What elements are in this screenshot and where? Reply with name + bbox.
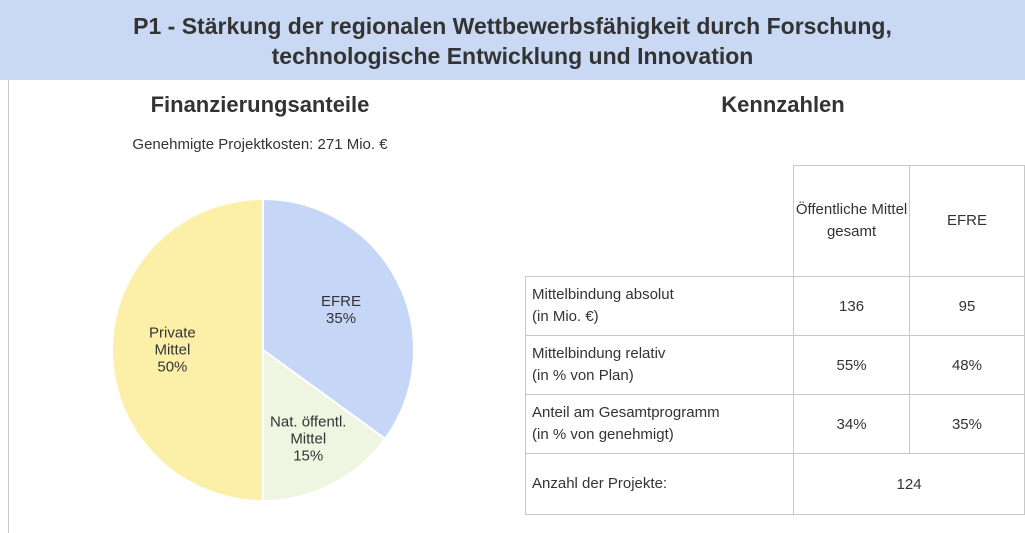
column-header: Öffentliche Mittel gesamt — [793, 165, 910, 277]
chart-title: Finanzierungsanteile — [150, 92, 370, 117]
column-header: EFRE — [908, 165, 1025, 277]
slice-value: 15% — [293, 447, 324, 465]
table-row: Mittelbindung absolut (in Mio. €) 136 95 — [524, 276, 1025, 336]
table-row: Mittelbindung relativ (in % von Plan) 55% 4… — [524, 335, 1025, 395]
slice-label: Private Mittel 50% — [137, 325, 207, 376]
row-label-line: Mittelbindung absolut — [532, 286, 674, 303]
header-title-line: P1 - Stärkung der regionalen Wettbewerbs… — [133, 13, 892, 39]
pie-slice — [111, 197, 264, 503]
slice-name: Nat. öffentl. Mittel — [270, 413, 347, 448]
row-label: Anteil am Gesamtprogramm (in % von genehm… — [524, 394, 795, 454]
row-label-line: (in % von Plan) — [532, 367, 634, 384]
row-label-line: Anteil am Gesamtprogramm — [532, 404, 720, 421]
cell: 34% — [793, 394, 910, 454]
header-title-line: technologische Entwicklung und Innovatio… — [271, 43, 754, 69]
cell: 124 — [793, 453, 1025, 515]
total-row: Anzahl der Projekte: 124 — [524, 453, 1025, 515]
row-label: Mittelbindung relativ (in % von Plan) — [524, 335, 795, 395]
chart-subtitle: Genehmigte Projektkosten: 271 Mio. € — [132, 136, 388, 153]
row-label-line: (in Mio. €) — [532, 308, 599, 325]
slice-label: EFRE 35% — [311, 293, 371, 327]
row-label: Mittelbindung absolut (in Mio. €) — [524, 276, 795, 336]
slice-value: 35% — [326, 310, 357, 328]
kennzahlen-table: Öffentliche Mittel gesamt EFRE Mittelbin… — [524, 165, 1025, 515]
cell: 35% — [908, 394, 1025, 454]
cell: 95 — [908, 276, 1025, 336]
slice-label: Nat. öffentl. Mittel 15% — [258, 413, 358, 464]
empty-cell — [526, 166, 794, 277]
header: P1 - Stärkung der regionalen Wettbewerbs… — [0, 0, 1025, 80]
table-row: Anteil am Gesamtprogramm (in % von genehm… — [524, 394, 1025, 454]
table-title: Kennzahlen — [721, 92, 845, 117]
cell: 136 — [793, 276, 910, 336]
divider — [8, 80, 9, 533]
slice-value: 50% — [157, 358, 188, 376]
slice-name: EFRE — [321, 293, 362, 311]
pie-slice — [262, 348, 387, 503]
cell: 55% — [793, 335, 910, 395]
pie-slice — [262, 197, 415, 441]
slice-name: Private Mittel — [149, 324, 196, 359]
header-row: Öffentliche Mittel gesamt EFRE — [526, 165, 1025, 277]
cell: 48% — [908, 335, 1025, 395]
row-label: Anzahl der Projekte: — [524, 453, 795, 515]
row-label-line: Mittelbindung relativ — [532, 345, 666, 362]
rows: Mittelbindung absolut (in Mio. €) 136 95 Mit… — [524, 276, 1025, 515]
row-label-line: (in % von genehmigt) — [532, 426, 674, 443]
